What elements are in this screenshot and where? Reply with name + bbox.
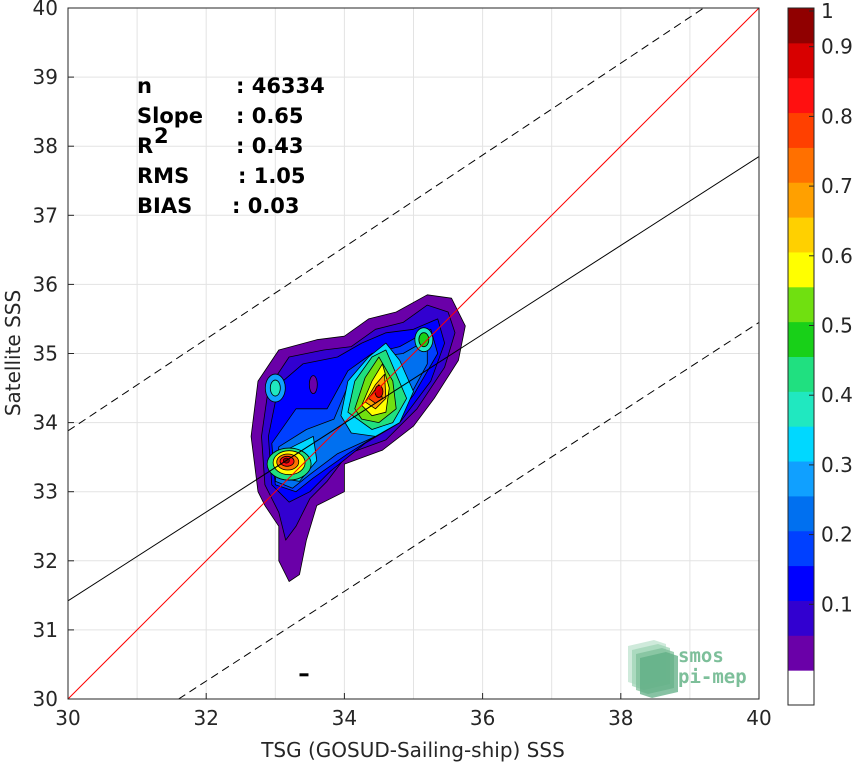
colorbar-tick-label: 0.8 (821, 104, 853, 128)
logo-text-smos: smos (678, 645, 724, 667)
stat-superscript: 2 (154, 124, 169, 148)
colorbar-tick-label: 0.6 (821, 244, 853, 268)
colorbar-band (788, 112, 814, 148)
contour-hole (308, 375, 318, 394)
x-tick-label: 36 (470, 706, 495, 730)
colorbar-band (788, 182, 814, 218)
x-tick-label: 32 (193, 706, 218, 730)
colorbar-band (788, 356, 814, 392)
colorbar-band (788, 321, 814, 357)
stat-name: RMS (137, 164, 189, 188)
colorbar-frame (787, 7, 815, 706)
stat-value: : 0.43 (236, 134, 304, 158)
stat-name: n (137, 74, 152, 98)
colorbar-band (788, 670, 814, 706)
x-tick-label: 34 (332, 706, 357, 730)
colorbar-band (788, 426, 814, 462)
colorbar-band (788, 42, 814, 79)
logo-layer (640, 652, 678, 698)
colorbar-band (788, 147, 814, 183)
colorbar: 0.1 0.2 0.3 0.4 0.5 0.6 0.7 0.8 0.9 1 (787, 0, 853, 706)
stat-value: : 0.65 (236, 104, 304, 128)
stat-name: R (137, 134, 153, 158)
colorbar-band (788, 286, 814, 323)
colorbar-band (788, 251, 814, 288)
colorbar-band (788, 495, 814, 532)
colorbar-tick-label: 1 (821, 0, 834, 23)
y-tick-label: 35 (33, 342, 58, 366)
colorbar-band (788, 77, 814, 114)
colorbar-tick-label: 0.7 (821, 174, 853, 198)
y-tick-label: 37 (33, 203, 58, 227)
colorbar-tick-label: 0.9 (821, 35, 853, 59)
y-tick-label: 34 (33, 411, 58, 435)
y-tick-label: 40 (33, 0, 58, 20)
stats-box: n : 46334 Slope : 0.65 R 2 : 0.43 RMS : 1.05 BIAS… (137, 74, 325, 218)
y-tick-label: 38 (33, 134, 58, 158)
colorbar-tick-label: 0.4 (821, 383, 853, 407)
y-axis-label: Satellite SSS (1, 290, 25, 416)
y-tick-label: 36 (33, 272, 58, 296)
colorbar-band (788, 391, 814, 427)
y-axis-ticks: 30 31 32 33 34 35 36 37 38 39 40 (33, 0, 74, 711)
colorbar-band (788, 635, 814, 671)
y-tick-label: 39 (33, 65, 58, 89)
reference-lines (68, 8, 759, 699)
colorbar-tick-label: 0.2 (821, 523, 853, 547)
upper-bound-dashed-line (68, 8, 704, 432)
one-to-one-line (68, 8, 759, 699)
y-tick-label: 31 (33, 618, 58, 642)
y-tick-label: 30 (33, 687, 58, 711)
colorbar-tick-label: 0.1 (821, 592, 853, 616)
x-axis-label: TSG (GOSUD-Sailing-ship) SSS (260, 738, 565, 762)
colorbar-band (788, 217, 814, 253)
logo-text-pimep: pi-mep (678, 666, 747, 688)
stat-name: BIAS (137, 194, 192, 218)
y-tick-label: 33 (33, 480, 58, 504)
colorbar-tick-label: 0.3 (821, 453, 853, 477)
regression-line (68, 156, 759, 602)
x-axis-ticks: 30 32 34 36 38 40 (55, 693, 772, 730)
y-tick-label: 32 (33, 549, 58, 573)
x-tick-label: 40 (746, 706, 771, 730)
colorbar-tick-label: 0.5 (821, 314, 853, 338)
colorbar-band (788, 461, 814, 497)
x-tick-label: 30 (55, 706, 80, 730)
lower-bound-dashed-line (178, 321, 759, 699)
contour-upper-left-7 (269, 379, 281, 397)
logo-emblem (628, 640, 678, 698)
stat-value: : 1.05 (238, 164, 306, 188)
stat-value: : 0.03 (232, 194, 300, 218)
x-tick-label: 38 (608, 706, 633, 730)
stat-name: Slope (137, 104, 203, 128)
colorbar-band (788, 565, 814, 601)
stat-value: : 46334 (236, 74, 325, 98)
colorbar-band (788, 600, 814, 636)
colorbar-band (788, 530, 814, 567)
contour-upper-8 (418, 332, 430, 348)
colorbar-band (788, 8, 814, 44)
